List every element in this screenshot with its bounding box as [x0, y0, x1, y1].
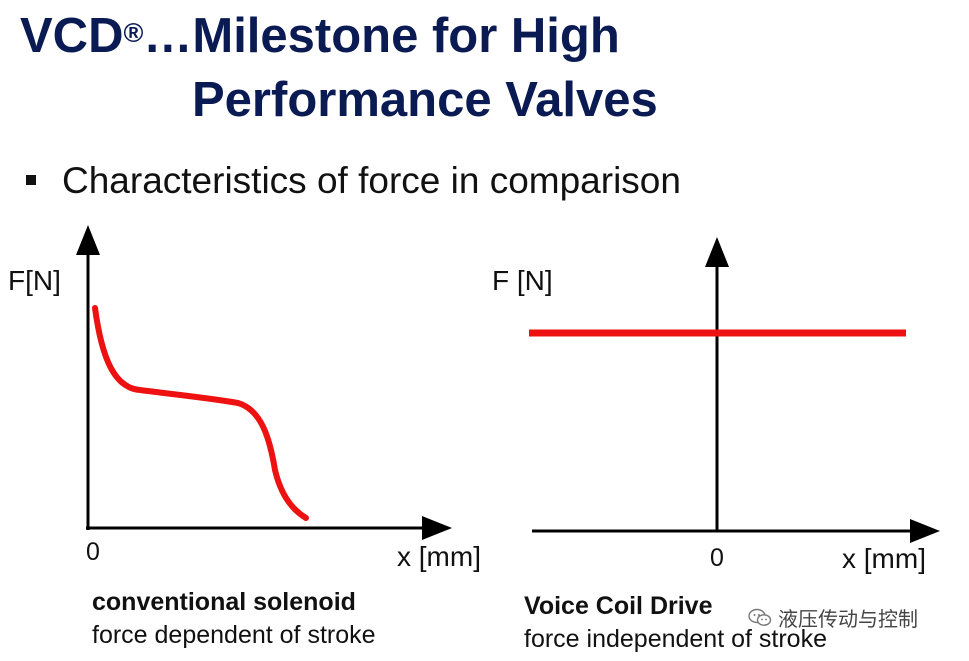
- solenoid-force-curve: [92, 305, 309, 521]
- bullet-item: Characteristics of force in comparison: [26, 160, 681, 202]
- right-caption-text: force independent of stroke: [524, 625, 827, 653]
- watermark-text: 液压传动与控制: [778, 607, 918, 631]
- title-prefix: VCD: [20, 9, 124, 63]
- bullet-square-icon: [26, 175, 36, 186]
- left-caption-bold: conventional solenoid: [92, 588, 356, 616]
- right-x-label: x [mm]: [842, 543, 926, 574]
- right-origin-label: 0: [710, 544, 724, 572]
- right-caption-bold: Voice Coil Drive: [524, 592, 713, 620]
- right-y-label: F [N]: [492, 265, 553, 296]
- registered-mark: ®: [123, 18, 144, 48]
- left-caption-text: force dependent of stroke: [92, 621, 376, 649]
- watermark: 液压传动与控制: [748, 603, 918, 632]
- left-origin-label: 0: [86, 538, 100, 566]
- bullet-text: Characteristics of force in comparison: [62, 160, 681, 201]
- left-caption: conventional solenoid force dependent of…: [92, 586, 376, 652]
- wechat-icon: [748, 608, 772, 626]
- title-line-1: VCD®…Milestone for High: [20, 4, 620, 68]
- left-x-label: x [mm]: [397, 541, 481, 572]
- title-line-2: Performance Valves: [192, 73, 658, 127]
- right-caption: Voice Coil Drive force independent of st…: [524, 590, 827, 656]
- title-suffix: …Milestone for High: [143, 9, 620, 63]
- left-y-label: F[N]: [8, 265, 61, 296]
